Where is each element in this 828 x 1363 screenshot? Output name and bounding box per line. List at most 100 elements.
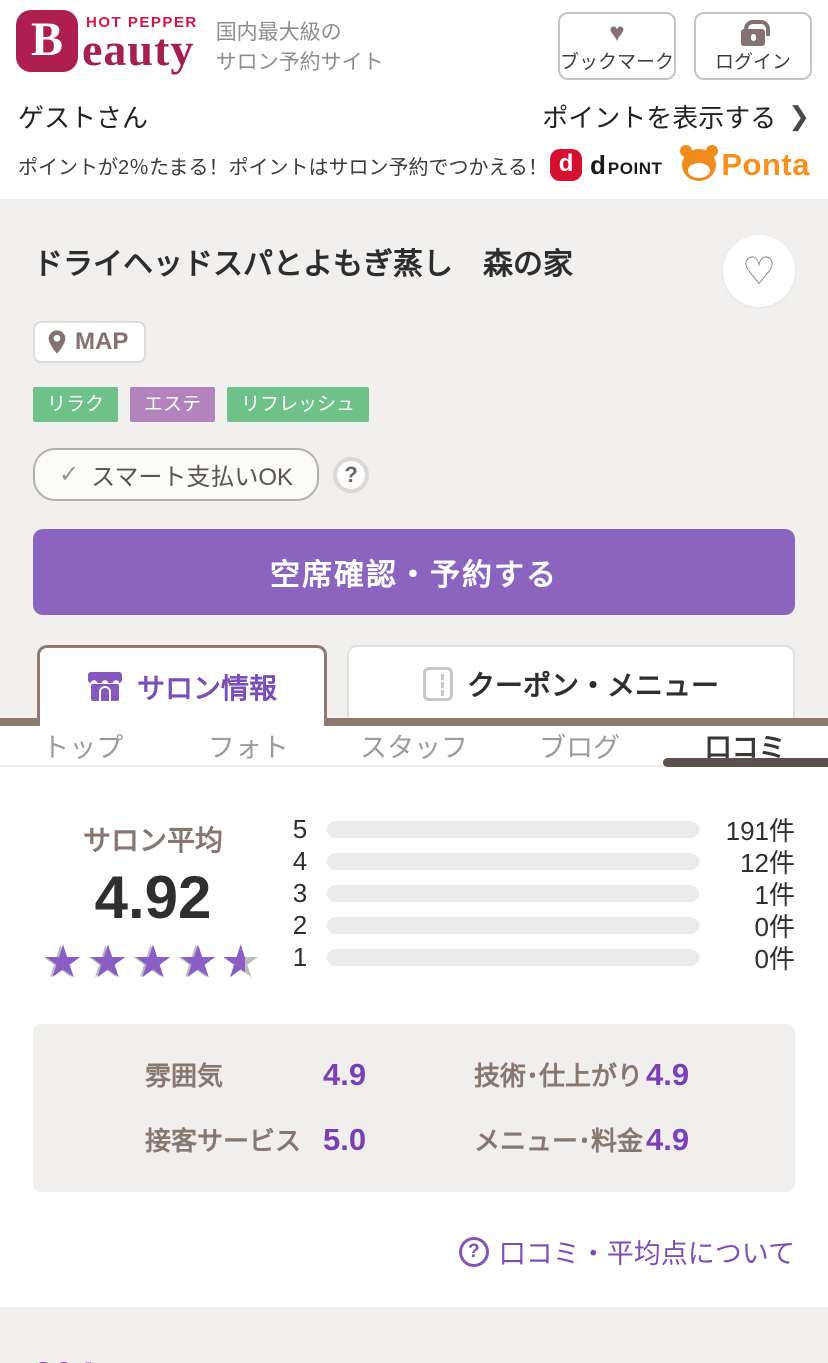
score-service: 接客サービス 5.0	[145, 1122, 367, 1157]
chart-row-4: 4 12件	[285, 845, 795, 878]
check-icon: ✓	[59, 461, 80, 488]
dpoint-logo: d d POINT	[550, 149, 662, 181]
bar-track	[327, 948, 699, 966]
main-tabs: サロン情報 クーポン・メニュー	[0, 645, 828, 726]
count-3: 1件	[754, 879, 795, 910]
ponta-mascot-icon	[680, 145, 719, 181]
site-tagline: 国内最大級の サロン予約サイト	[216, 10, 384, 79]
point-program-logos: d d POINT Ponta	[550, 145, 810, 183]
salon-title-row: ドライヘッドスパとよもぎ蒸し 森の家 ♡	[33, 235, 795, 307]
review-list-header-section: 204 件 絞り込み メニュー 点数 性別･年代	[0, 1307, 828, 1363]
chart-row-5: 5 191件	[285, 813, 795, 846]
header-buttons: ♥ ブックマーク ログイン	[558, 10, 812, 80]
star-icon: ★ ★	[220, 936, 261, 987]
about-reviews-link[interactable]: ? 口コミ・平均点について	[458, 1232, 795, 1271]
bookmark-label: ブックマーク	[560, 52, 675, 73]
about-reviews-row: ? 口コミ・平均点について	[33, 1232, 795, 1307]
hot-pepper-beauty-logo[interactable]: B HOT PEPPER eauty	[16, 10, 198, 72]
genre-tags: リラク エステ リフレッシュ	[33, 387, 795, 422]
score-menu-price: メニュー･料金 4.9	[474, 1122, 690, 1157]
smart-pay-badge: ✓ スマート支払いOK	[33, 448, 320, 501]
logo-hot-pepper-text: HOT PEPPER	[86, 14, 198, 31]
star-rating: ★ ★ ★ ★ ★ ★ ★ ★ ★ ★	[33, 938, 273, 986]
star-icon: ★ ★	[130, 936, 174, 987]
heart-icon: ♥	[609, 17, 625, 47]
about-reviews-label: 口コミ・平均点について	[498, 1239, 795, 1269]
bar-track	[327, 884, 699, 902]
tagline-line2: サロン予約サイト	[215, 51, 384, 75]
score-atmosphere: 雰囲気 4.9	[145, 1057, 367, 1092]
guest-name: ゲストさん	[18, 103, 149, 133]
bar-track	[327, 852, 699, 870]
review-summary-section: サロン平均 4.92 ★ ★ ★ ★ ★ ★ ★ ★ ★ ★ 5 191件 4	[0, 767, 828, 1307]
salon-subtabs: トップ フォト スタッフ ブログ 口コミ	[0, 726, 828, 767]
bar-track	[327, 916, 699, 934]
site-header: B HOT PEPPER eauty 国内最大級の サロン予約サイト ♥ ブック…	[0, 0, 828, 199]
subtab-photo[interactable]: フォト	[207, 733, 289, 763]
points-row: ポイントが2％たまる！ポイントはサロン予約でつかえる！ d d POINT Pon…	[16, 143, 812, 199]
rating-distribution-chart: 5 191件 4 12件 3 1件 2 0件	[273, 811, 795, 986]
rating-summary: サロン平均 4.92 ★ ★ ★ ★ ★ ★ ★ ★ ★ ★ 5 191件 4	[33, 811, 796, 986]
score-technique: 技術･仕上がり 4.9	[474, 1057, 690, 1092]
count-2: 0件	[754, 911, 795, 942]
show-points-link[interactable]: ポイントを表示する ❯	[542, 98, 810, 135]
smart-pay-label: スマート支払いOK	[91, 464, 294, 491]
average-rating-block: サロン平均 4.92 ★ ★ ★ ★ ★ ★ ★ ★ ★ ★	[33, 811, 273, 986]
tag-esthe[interactable]: エステ	[130, 387, 216, 422]
tag-refresh[interactable]: リフレッシュ	[227, 387, 370, 422]
login-label: ログイン	[714, 51, 791, 73]
count-5: 191件	[725, 815, 795, 846]
tagline-line1: 国内最大級の	[215, 21, 342, 44]
points-note: ポイントが2％たまる！ポイントはサロン予約でつかえる！	[18, 156, 548, 179]
coupon-icon	[422, 666, 453, 701]
dpoint-icon: d	[550, 149, 583, 181]
smart-pay-row: ✓ スマート支払いOK ?	[33, 448, 795, 501]
subtab-staff[interactable]: スタッフ	[359, 733, 468, 763]
average-rating-label: サロン平均	[82, 825, 223, 856]
lock-icon	[741, 19, 770, 46]
reserve-button[interactable]: 空席確認・予約する	[33, 529, 795, 615]
subtab-top[interactable]: トップ	[42, 733, 124, 763]
smart-pay-help-icon[interactable]: ?	[333, 456, 370, 493]
salon-header-section: ドライヘッドスパとよもぎ蒸し 森の家 ♡ MAP リラク エステ リフレッシュ …	[0, 199, 828, 726]
chart-row-1: 1 0件	[285, 941, 795, 974]
map-pin-icon	[48, 330, 66, 354]
dpoint-text: d POINT	[590, 149, 663, 180]
tab-salon-info-label: サロン情報	[136, 673, 277, 704]
average-rating-value: 4.92	[94, 864, 212, 931]
active-subtab-indicator	[663, 758, 828, 767]
map-button[interactable]: MAP	[33, 321, 147, 363]
detail-scores-box: 雰囲気 4.9 技術･仕上がり 4.9 接客サービス 5.0 メニュー･料金 4…	[33, 1024, 795, 1192]
ponta-text: Ponta	[721, 147, 810, 182]
count-1: 0件	[754, 943, 795, 974]
tab-coupon-menu-label: クーポン・メニュー	[466, 669, 719, 701]
tab-salon-info[interactable]: サロン情報	[37, 645, 327, 726]
star-icon: ★ ★	[85, 936, 129, 987]
store-icon	[87, 672, 122, 701]
map-label: MAP	[75, 328, 129, 355]
favorite-button[interactable]: ♡	[723, 235, 795, 307]
star-icon: ★ ★	[40, 936, 84, 987]
tab-bottom-bar	[0, 718, 828, 726]
login-button[interactable]: ログイン	[694, 12, 812, 80]
heart-outline-icon: ♡	[741, 251, 777, 293]
subtab-blog[interactable]: ブログ	[539, 733, 621, 763]
star-icon: ★ ★	[175, 936, 219, 987]
logo-beauty-text: eauty	[82, 24, 195, 75]
salon-title: ドライヘッドスパとよもぎ蒸し 森の家	[33, 248, 573, 281]
chart-row-3: 3 1件	[285, 877, 795, 910]
bar-track	[327, 820, 699, 838]
header-top-row: B HOT PEPPER eauty 国内最大級の サロン予約サイト ♥ ブック…	[16, 10, 812, 80]
chart-row-2: 2 0件	[285, 909, 795, 942]
guest-row: ゲストさん ポイントを表示する ❯	[16, 80, 812, 143]
review-count-row: 204 件	[33, 1355, 795, 1363]
bookmark-button[interactable]: ♥ ブックマーク	[558, 12, 676, 80]
logo-b-icon: B	[16, 10, 78, 72]
question-circle-icon: ?	[458, 1236, 489, 1267]
tab-coupon-menu[interactable]: クーポン・メニュー	[347, 645, 795, 720]
logo-texts: HOT PEPPER eauty	[82, 10, 198, 75]
count-4: 12件	[740, 847, 795, 878]
tag-relax[interactable]: リラク	[33, 387, 119, 422]
ponta-logo: Ponta	[680, 145, 810, 183]
